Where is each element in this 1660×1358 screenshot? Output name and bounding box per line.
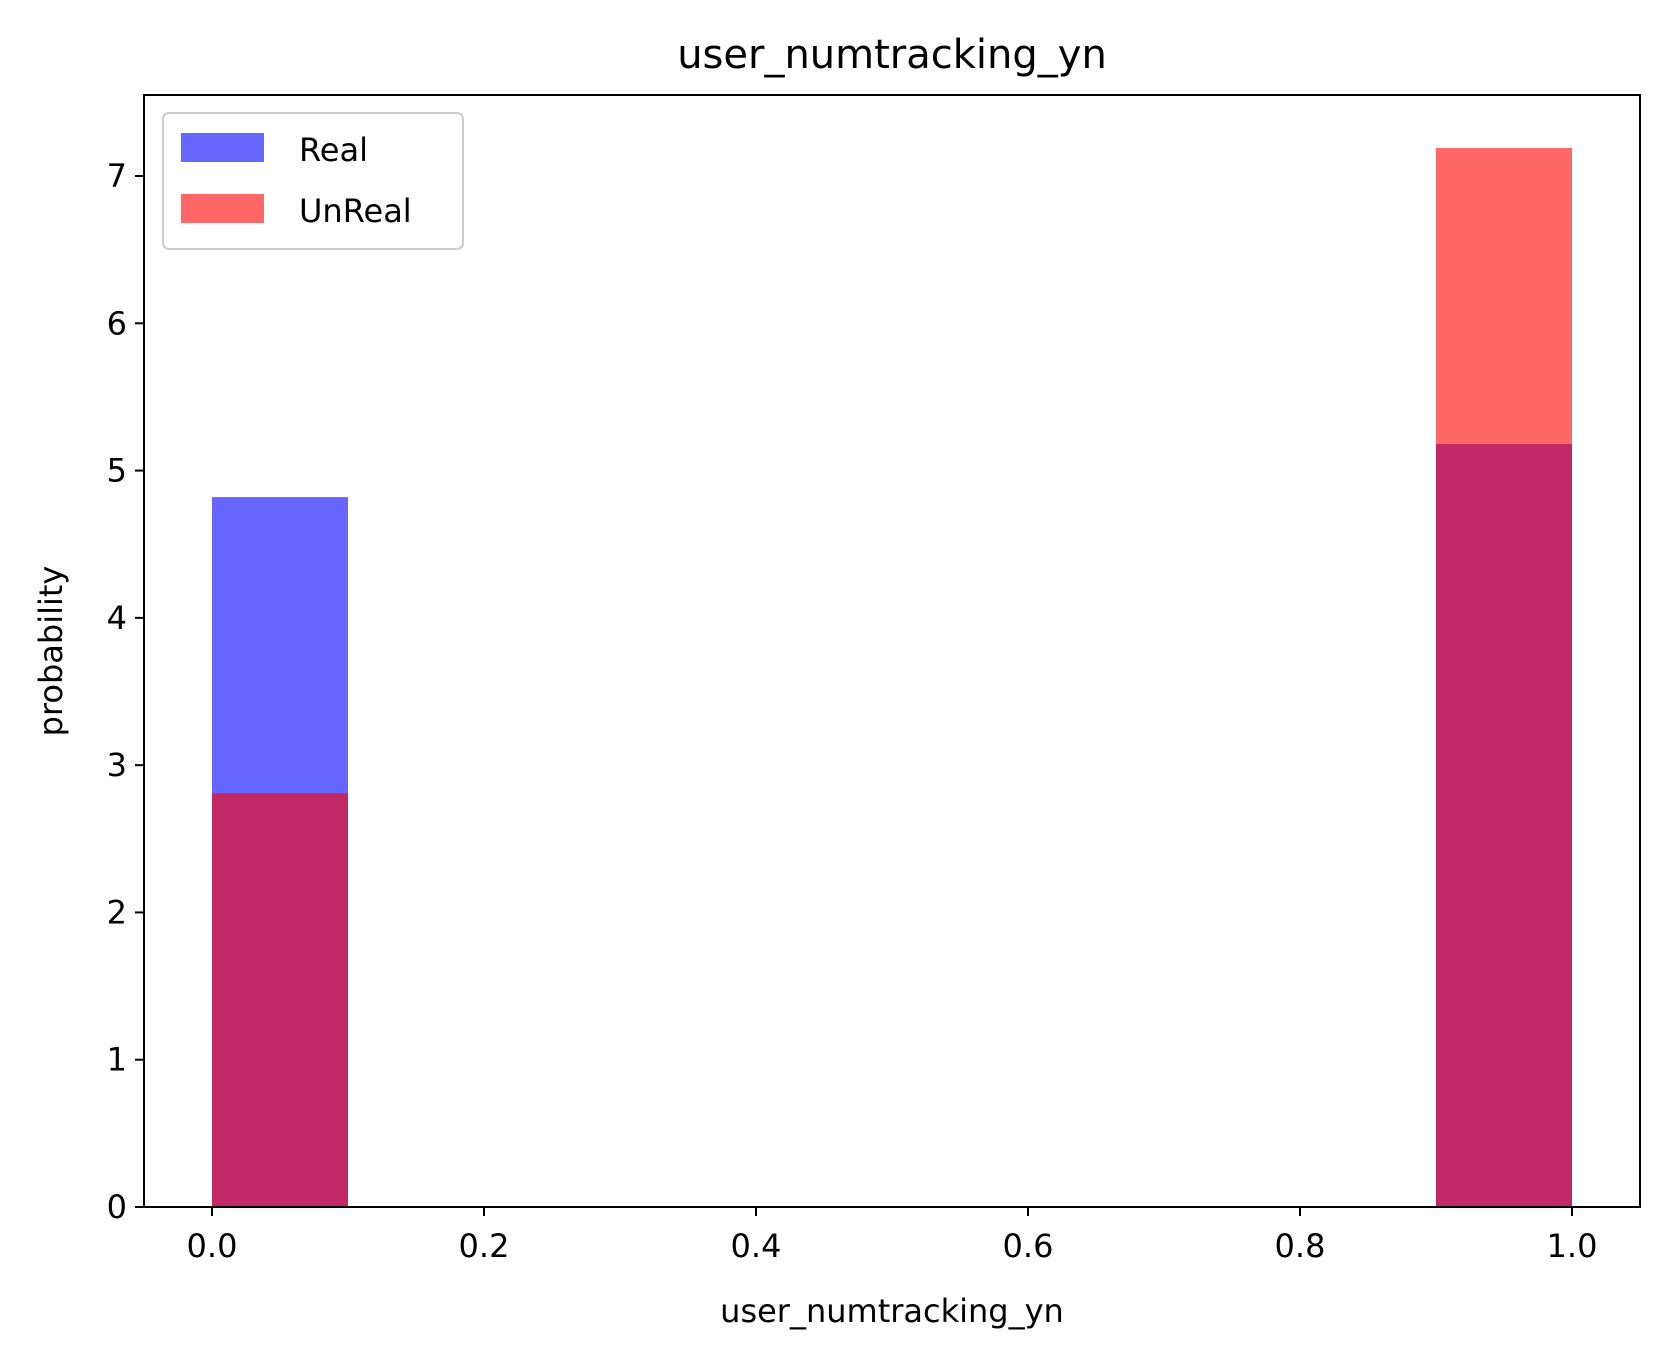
y-tick-label: 2 — [107, 893, 127, 931]
x-axis-ticks: 0.0 0.2 0.4 0.6 0.8 1.0 — [187, 1207, 1598, 1265]
legend-label-unreal: UnReal — [299, 192, 412, 230]
x-tick-label: 0.2 — [459, 1227, 510, 1265]
y-tick-label: 4 — [107, 599, 127, 637]
y-axis-label: probability — [32, 566, 70, 737]
y-tick-label: 3 — [107, 746, 127, 784]
bars-layer — [212, 148, 1572, 1208]
plot-area-frame — [143, 94, 1641, 1208]
bar-unreal-0 — [212, 793, 348, 1207]
x-axis-label: user_numtracking_yn — [720, 1292, 1064, 1330]
x-tick-label: 1.0 — [1547, 1227, 1598, 1265]
x-tick-label: 0.0 — [187, 1227, 238, 1265]
y-tick-label: 0 — [107, 1188, 127, 1226]
y-tick-label: 5 — [107, 452, 127, 490]
x-tick-label: 0.6 — [1003, 1227, 1054, 1265]
x-tick-label: 0.4 — [731, 1227, 782, 1265]
y-tick-label: 1 — [107, 1041, 127, 1079]
legend-swatch-real — [181, 133, 264, 162]
bar-unreal-1 — [1436, 148, 1572, 1208]
y-tick-label: 7 — [107, 157, 127, 195]
x-tick-label: 0.8 — [1275, 1227, 1326, 1265]
y-tick-label: 6 — [107, 304, 127, 342]
legend-label-real: Real — [299, 131, 368, 169]
chart-title: user_numtracking_yn — [677, 32, 1107, 78]
legend-swatch-unreal — [181, 194, 264, 223]
y-axis-ticks: 0 1 2 3 4 5 6 7 — [107, 157, 144, 1226]
legend: Real UnReal — [162, 112, 464, 250]
